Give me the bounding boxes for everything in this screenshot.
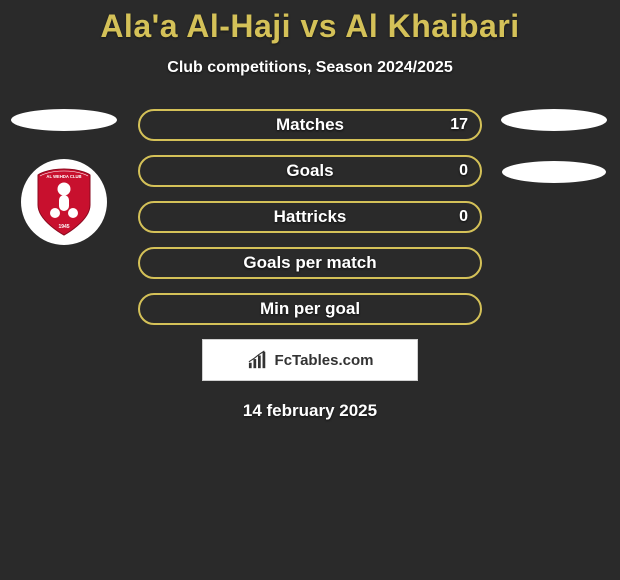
al-wehda-crest-icon: AL WEHDA CLUB 1945 — [34, 167, 94, 237]
stat-label: Goals per match — [140, 253, 480, 273]
comparison-title: Ala'a Al-Haji vs Al Khaibari — [0, 0, 620, 45]
stat-value-right: 17 — [450, 116, 468, 134]
stat-rows: Matches 17 Goals 0 Hattricks 0 Goals per… — [138, 109, 482, 325]
stat-value-right: 0 — [459, 208, 468, 226]
player-ellipse — [11, 109, 117, 131]
stat-label: Goals — [140, 161, 480, 181]
crest-text-year: 1945 — [58, 224, 69, 230]
stat-row-goals: Goals 0 — [138, 155, 482, 187]
brand-box[interactable]: FcTables.com — [202, 339, 418, 381]
club-crest: AL WEHDA CLUB 1945 — [21, 159, 107, 245]
player-ellipse — [501, 109, 607, 131]
comparison-date: 14 february 2025 — [0, 401, 620, 421]
left-player-column: AL WEHDA CLUB 1945 — [8, 109, 120, 245]
brand-text: FcTables.com — [275, 352, 374, 369]
stat-row-goals-per-match: Goals per match — [138, 247, 482, 279]
stat-row-hattricks: Hattricks 0 — [138, 201, 482, 233]
stat-value-right: 0 — [459, 162, 468, 180]
stat-label: Matches — [140, 115, 480, 135]
crest-text-top: AL WEHDA CLUB — [46, 174, 81, 179]
right-player-column — [496, 109, 612, 183]
stat-label: Hattricks — [140, 207, 480, 227]
comparison-subtitle: Club competitions, Season 2024/2025 — [0, 59, 620, 77]
player-ellipse — [502, 161, 606, 183]
bar-chart-icon — [247, 350, 269, 370]
stat-label: Min per goal — [140, 299, 480, 319]
stat-row-min-per-goal: Min per goal — [138, 293, 482, 325]
stat-row-matches: Matches 17 — [138, 109, 482, 141]
stats-area: AL WEHDA CLUB 1945 Matches 17 Goals 0 Ha… — [0, 109, 620, 325]
